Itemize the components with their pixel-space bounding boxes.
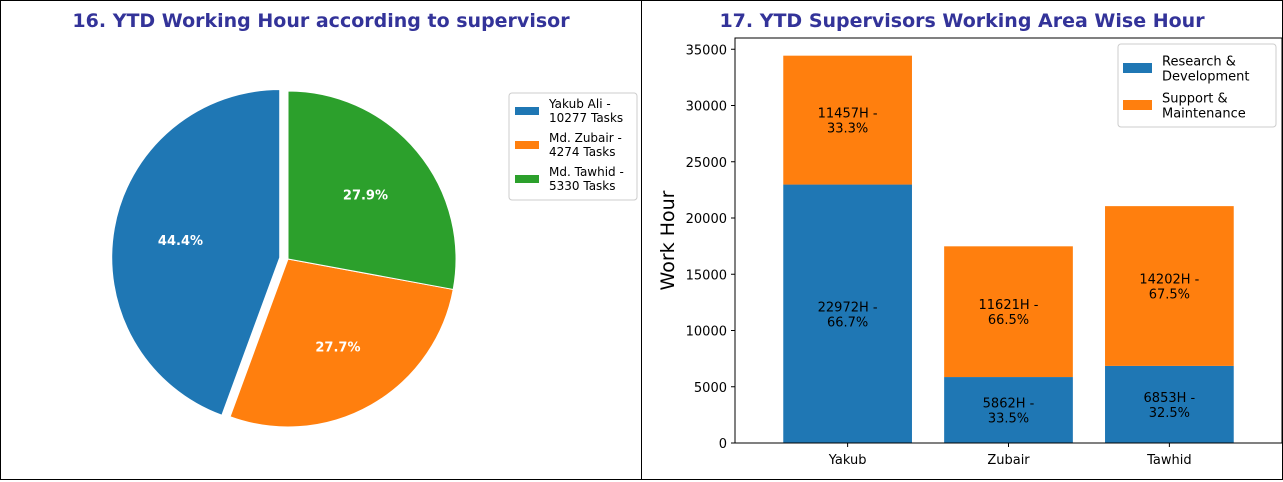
bar-value-label: 22972H -66.7% [818, 300, 878, 330]
pie-slice [229, 258, 454, 428]
bar-legend-label: Support & Maintenance [1162, 92, 1246, 122]
pie-legend-swatch [515, 175, 539, 183]
y-tick-label: 15000 [686, 268, 727, 283]
pie-legend-swatch [515, 141, 539, 149]
bar-chart: 22972H -66.7% 11457H -33.3% 5862H -33.5% 11… [657, 37, 1282, 468]
y-tick-label: 5000 [694, 381, 727, 396]
pie-chart-title: 16. YTD Working Hour according to superv… [72, 10, 570, 32]
bar-segment [1105, 365, 1234, 443]
x-tick-label: Tawhid [1146, 453, 1192, 468]
y-tick-label: 30000 [686, 100, 727, 115]
bar-legend-label: Research & Development [1162, 55, 1250, 85]
pie-slice [111, 89, 281, 416]
x-tick-label: Zubair [987, 453, 1030, 468]
x-tick-label: Yakub [828, 453, 867, 468]
bar-chart-title: 17. YTD Supervisors Working Area Wise Ho… [719, 10, 1205, 32]
pie-slice [287, 90, 457, 291]
bar-segment [1105, 206, 1234, 366]
y-tick-label: 35000 [686, 43, 727, 58]
bar-value-label: 6853H -32.5% [1144, 391, 1196, 421]
bar-segment [783, 184, 912, 443]
y-tick-label: 10000 [686, 325, 727, 340]
y-axis-label: Work Hour [657, 190, 679, 290]
bar-value-label: 11457H -33.3% [818, 107, 878, 137]
pie-chart: 44.4% 27.7% 27.9% Yakub Ali -10277 Tasks Md.… [111, 89, 638, 428]
y-tick-label: 20000 [686, 212, 727, 227]
pie-legend-label: Md. Zubair -4274 Tasks [549, 131, 622, 159]
pie-pct-label: 27.7% [315, 341, 360, 356]
pie-legend-label: Md. Tawhid -5330 Tasks [549, 165, 624, 193]
bar-value-label: 5862H -33.5% [983, 397, 1035, 427]
pie-legend-box [508, 92, 638, 201]
bar-value-label: 11621H -66.5% [979, 298, 1039, 328]
bar-legend-swatch [1123, 63, 1152, 73]
bar-legend-swatch [1123, 100, 1152, 110]
pie-pct-label: 44.4% [158, 234, 203, 249]
bar-segment [944, 246, 1073, 378]
bar-segment [944, 377, 1073, 443]
y-tick-label: 0 [719, 437, 727, 452]
bar-value-label: 14202H -67.5% [1139, 273, 1199, 303]
bar-chart-panel: 17. YTD Supervisors Working Area Wise Ho… [641, 0, 1283, 480]
bar-legend-box [1117, 43, 1277, 128]
y-tick-label: 25000 [686, 156, 727, 171]
pie-legend-swatch [515, 107, 539, 115]
pie-chart-panel: 16. YTD Working Hour according to superv… [0, 0, 642, 480]
pie-legend-label: Yakub Ali -10277 Tasks [548, 97, 623, 125]
bar-segment [783, 55, 912, 185]
pie-pct-label: 27.9% [343, 189, 388, 204]
